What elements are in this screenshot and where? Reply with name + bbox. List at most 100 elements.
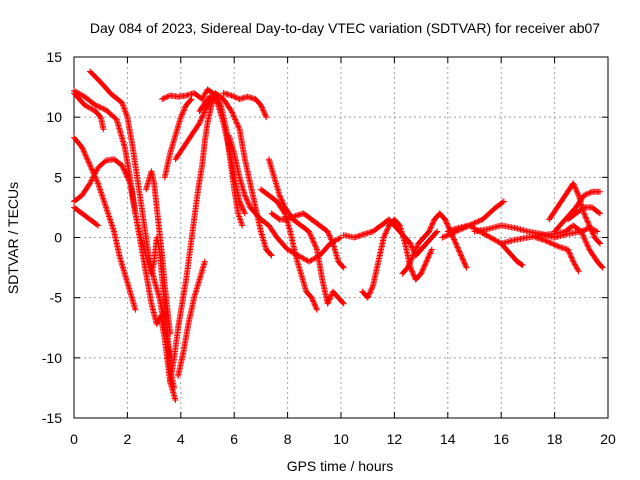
data-point-marker <box>80 147 87 154</box>
data-point-marker <box>409 268 416 275</box>
data-point-marker <box>582 214 589 221</box>
data-point-marker <box>123 173 130 180</box>
data-point-marker <box>231 93 238 100</box>
data-point-marker <box>462 224 469 231</box>
data-point-marker <box>428 246 435 253</box>
data-point-marker <box>434 228 441 235</box>
data-point-marker <box>368 285 375 292</box>
data-point-marker <box>422 261 429 268</box>
data-point-marker <box>213 98 220 105</box>
data-point-marker <box>574 266 581 273</box>
data-point-marker <box>312 304 319 311</box>
data-point-marker <box>94 178 101 185</box>
data-point-marker <box>201 109 208 116</box>
data-point-marker <box>566 250 573 257</box>
data-point-marker <box>180 107 187 114</box>
data-point-marker <box>240 207 247 214</box>
data-point-marker <box>475 218 482 225</box>
data-point-marker <box>586 222 593 229</box>
data-point-marker <box>164 93 171 100</box>
data-point-marker <box>97 104 104 111</box>
data-point-marker <box>583 215 590 222</box>
data-point-marker <box>82 152 89 159</box>
data-point-marker <box>408 243 415 250</box>
x-tick-label: 10 <box>333 431 349 447</box>
y-tick-label: 10 <box>46 109 62 125</box>
data-point-marker <box>395 221 402 228</box>
data-point-marker <box>369 283 376 290</box>
data-point-marker <box>308 234 315 241</box>
data-point-marker <box>159 96 166 103</box>
data-point-marker <box>201 258 208 265</box>
data-point-marker <box>381 233 388 240</box>
data-point-marker <box>232 117 239 124</box>
series-arc3 <box>71 90 107 133</box>
data-point-marker <box>405 261 412 268</box>
data-point-marker <box>408 241 415 248</box>
data-point-marker <box>466 222 473 229</box>
series-arc6 <box>71 204 102 229</box>
data-point-marker <box>88 165 95 172</box>
data-point-marker <box>594 228 601 235</box>
data-point-marker <box>237 201 244 208</box>
data-point-marker <box>161 94 168 101</box>
data-point-marker <box>451 237 458 244</box>
data-point-marker <box>596 210 603 217</box>
data-point-marker <box>418 269 425 276</box>
data-point-marker <box>305 228 312 235</box>
data-point-marker <box>307 232 314 239</box>
data-point-marker <box>540 236 547 243</box>
data-point-marker <box>86 160 93 167</box>
data-point-marker <box>309 236 316 243</box>
data-point-marker <box>198 114 205 121</box>
data-point-marker <box>212 96 219 103</box>
data-point-marker <box>237 199 244 206</box>
data-point-marker <box>543 238 550 245</box>
data-point-marker <box>197 117 204 124</box>
data-point-marker <box>454 244 461 251</box>
y-axis-title: SDTVAR / TECUs <box>5 182 21 294</box>
data-point-marker <box>120 166 127 173</box>
data-point-marker <box>412 247 419 254</box>
data-point-marker <box>457 251 464 258</box>
series-arc15 <box>225 132 344 265</box>
data-point-marker <box>212 95 219 102</box>
data-point-marker <box>383 227 390 234</box>
data-point-marker <box>584 190 591 197</box>
series-arc25 <box>498 222 606 271</box>
data-point-marker <box>455 227 462 234</box>
data-point-marker <box>574 189 581 196</box>
data-point-marker <box>188 96 195 103</box>
data-point-marker <box>462 261 469 268</box>
data-point-marker <box>100 126 107 133</box>
data-point-marker <box>241 192 248 199</box>
series-arc8 <box>167 96 216 385</box>
data-point-marker <box>246 201 253 208</box>
data-point-marker <box>180 108 187 115</box>
data-point-marker <box>258 103 265 110</box>
axis-ticks <box>73 56 609 419</box>
x-tick-label: 2 <box>124 431 132 447</box>
data-point-marker <box>367 287 374 294</box>
data-point-marker <box>554 242 561 249</box>
data-point-marker <box>499 199 506 206</box>
series-arc26 <box>546 180 603 247</box>
data-point-marker <box>198 116 205 123</box>
x-tick-label: 12 <box>387 431 403 447</box>
data-point-marker <box>327 233 334 240</box>
data-point-marker <box>408 267 415 274</box>
data-point-marker <box>471 220 478 227</box>
data-point-marker <box>181 106 188 113</box>
data-point-marker <box>458 226 465 233</box>
data-point-marker <box>518 261 525 268</box>
data-point-marker <box>579 231 586 238</box>
data-point-marker <box>121 105 128 112</box>
data-point-marker <box>87 180 94 187</box>
data-point-marker <box>429 220 436 227</box>
data-point-marker <box>460 224 467 231</box>
data-point-marker <box>582 213 589 220</box>
data-point-marker <box>421 262 428 269</box>
data-point-marker <box>420 265 427 272</box>
